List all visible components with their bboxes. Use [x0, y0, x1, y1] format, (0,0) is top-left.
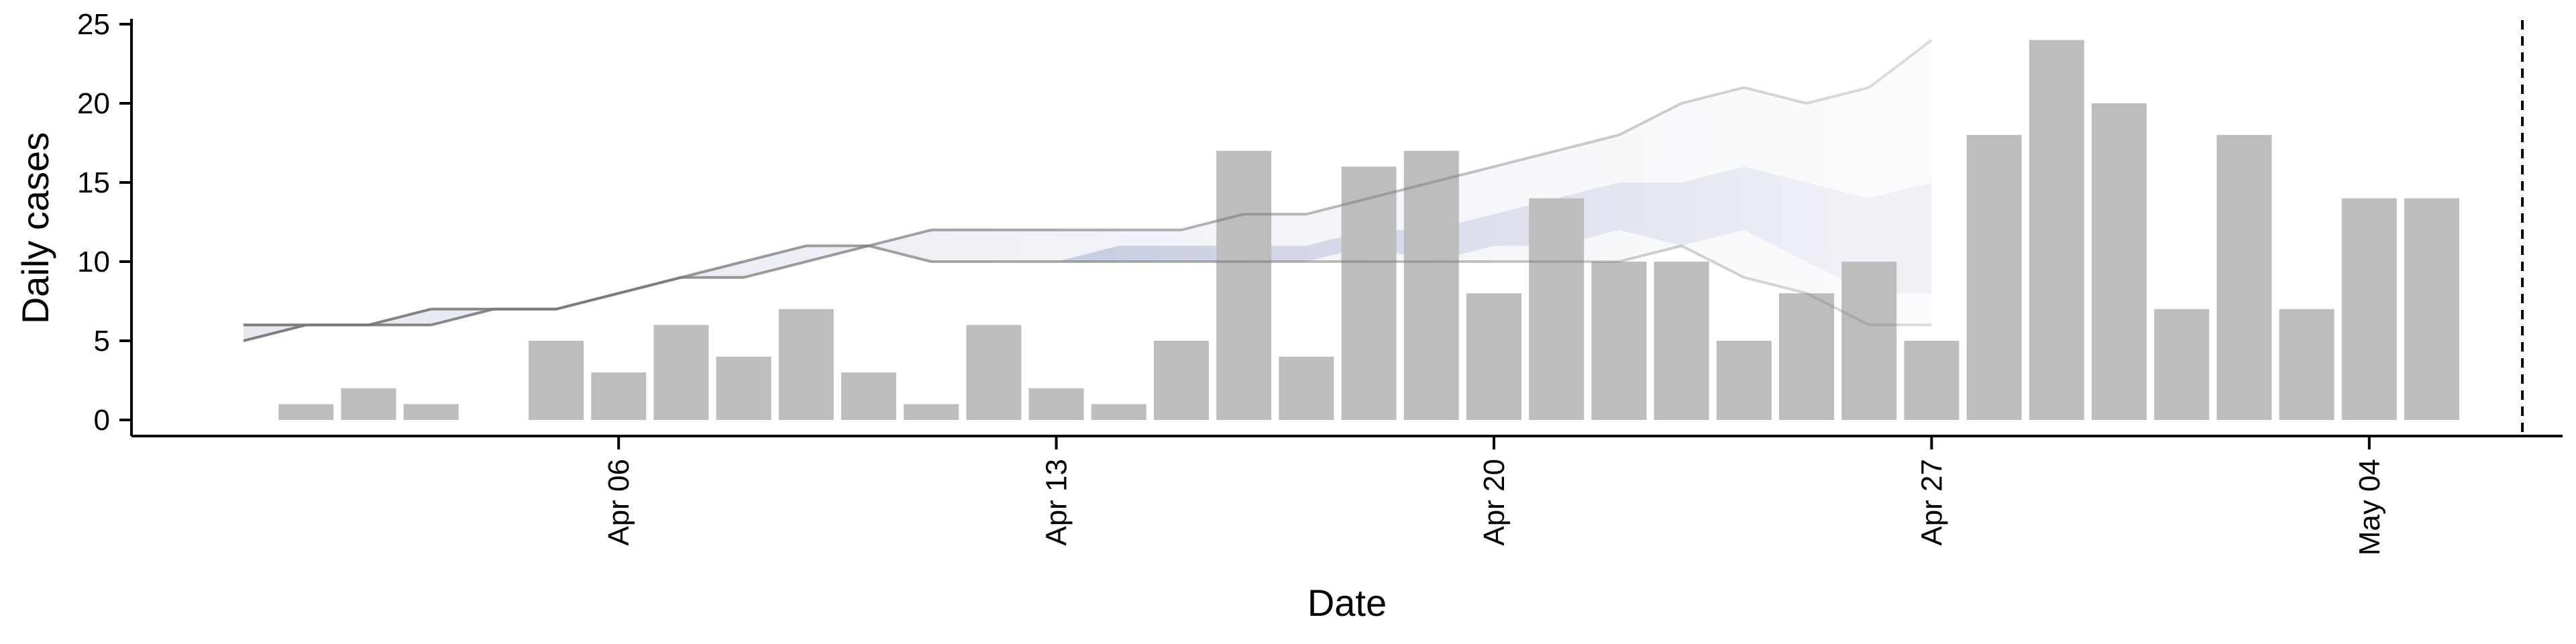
upper-bound-line-segment: [1556, 133, 1619, 152]
bar-2020-04-25: [1779, 293, 1834, 420]
y-tick-label: 0: [94, 404, 110, 437]
lower-bound-line-segment: [555, 292, 619, 311]
bar-2020-04-29: [2029, 40, 2084, 421]
lower-bound-line-segment: [743, 260, 807, 279]
lower-bound-line-segment: [243, 323, 307, 342]
bar-2020-04-22: [1591, 262, 1647, 420]
lower-bound-line-segment: [806, 244, 869, 263]
bar-2020-05-01: [2154, 309, 2210, 420]
bar-2020-04-18: [1341, 166, 1397, 420]
x-tick-label: Apr 27: [1915, 459, 1948, 546]
x-ticks: Apr 06 Apr 13 Apr 20 Apr 27 May 04: [602, 436, 2386, 555]
upper-bound-line-segment: [1493, 149, 1557, 168]
upper-bound-line-segment: [1743, 86, 1807, 105]
bar-2020-04-07: [653, 325, 709, 420]
bar-2020-04-23: [1654, 262, 1709, 420]
bars: [278, 40, 2459, 421]
upper-bound-line-segment: [1806, 86, 1870, 105]
bar-2020-04-28: [1966, 135, 2022, 420]
bar-2020-04-10: [841, 372, 896, 420]
bar-2020-04-16: [1216, 150, 1272, 421]
bar-2020-04-17: [1279, 356, 1334, 420]
lower-bound-line-segment: [618, 276, 682, 295]
upper-bound-line-segment: [743, 244, 807, 263]
bar-2020-05-05: [2404, 198, 2459, 420]
y-tick-label: 20: [77, 87, 110, 120]
x-tick-label: May 04: [2353, 459, 2386, 555]
bar-2020-04-21: [1529, 198, 1585, 420]
bar-2020-04-24: [1716, 341, 1772, 420]
y-tick-label: 25: [77, 8, 110, 41]
upper-bound-line-segment: [1868, 39, 1933, 89]
x-tick-label: Apr 06: [602, 459, 635, 546]
lower-bound-line-segment: [1618, 244, 1682, 263]
upper-bound-line-segment: [1618, 102, 1682, 136]
x-tick-label: Apr 20: [1478, 459, 1511, 546]
bar-2020-04-30: [2092, 103, 2147, 420]
bar-2020-05-04: [2341, 198, 2397, 420]
bar-2020-04-02: [341, 388, 396, 420]
bar-2020-04-05: [529, 341, 584, 420]
y-tick-label: 10: [77, 246, 110, 278]
bar-2020-04-01: [278, 404, 334, 420]
y-tick-label: 15: [77, 166, 110, 199]
lower-bound-line-segment: [1743, 276, 1807, 295]
upper-bound-line-segment: [680, 260, 745, 279]
bar-2020-04-08: [716, 356, 771, 420]
lower-bound-line-segment: [1806, 292, 1870, 327]
y-axis-label: Daily cases: [14, 132, 56, 324]
bar-2020-04-27: [1904, 341, 1960, 420]
bar-2020-04-20: [1466, 293, 1521, 420]
upper-bound-line-segment: [1431, 165, 1495, 184]
bar-2020-05-02: [2216, 135, 2272, 420]
bar-2020-04-13: [1028, 388, 1084, 420]
bar-2020-04-26: [1841, 262, 1897, 420]
x-tick-label: Apr 13: [1040, 459, 1073, 546]
y-ticks: 0 5 10 15 20 25: [77, 8, 131, 437]
bar-2020-04-15: [1154, 341, 1209, 420]
bar-2020-04-09: [778, 309, 834, 420]
bar-2020-04-06: [591, 372, 647, 420]
upper-bound-line-segment: [1368, 181, 1432, 200]
upper-bound-line-segment: [868, 228, 932, 248]
lower-bound-line-segment: [868, 244, 932, 263]
bar-2020-04-14: [1091, 404, 1146, 420]
y-tick-label: 5: [94, 325, 110, 358]
bar-2020-04-12: [966, 325, 1022, 420]
bar-2020-04-03: [403, 404, 459, 420]
x-axis-label: Date: [1307, 582, 1387, 624]
lower-bound-line-segment: [1680, 244, 1745, 279]
upper-bound-line-segment: [1305, 197, 1370, 216]
upper-bound-line-segment: [368, 307, 432, 327]
upper-bound-line-segment: [1681, 86, 1745, 105]
bar-2020-05-03: [2279, 309, 2334, 420]
bar-2020-04-11: [904, 404, 959, 420]
lower-bound-line-segment: [431, 307, 494, 327]
upper-bound-line-segment: [1181, 213, 1244, 231]
band-edge-lines: [243, 39, 1933, 342]
bar-2020-04-19: [1403, 150, 1459, 421]
